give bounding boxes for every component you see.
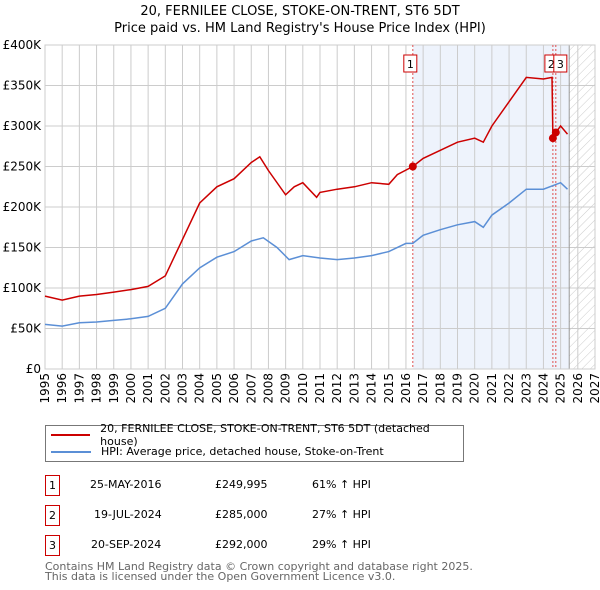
y-tick-label: £200K [3, 200, 43, 214]
x-tick-label: 2009 [279, 373, 293, 404]
chart-title: 20, FERNILEE CLOSE, STOKE-ON-TRENT, ST6 … [0, 3, 600, 37]
legend-label: HPI: Average price, detached house, Stok… [101, 445, 384, 458]
sale-badge: 2 [45, 505, 60, 526]
x-tick-label: 1999 [107, 373, 121, 404]
x-tick-label: 2027 [588, 373, 600, 404]
sale-hpi: 61% ↑ HPI [312, 478, 371, 491]
sale-hpi: 27% ↑ HPI [312, 508, 371, 521]
x-tick-label: 2026 [571, 373, 585, 404]
y-tick-label: £150K [3, 241, 43, 255]
sale-label-box [403, 54, 418, 73]
y-tick-label: £100K [3, 281, 43, 295]
sale-label: 1 [407, 58, 414, 71]
x-tick-label: 2020 [468, 373, 482, 404]
legend-item-hpi: HPI: Average price, detached house, Stok… [51, 443, 384, 460]
sale-label: 3 [557, 58, 564, 71]
series-line [44, 181, 569, 327]
x-tick-label: 1997 [72, 373, 86, 404]
copyright-text: Contains HM Land Registry data © Crown c… [45, 560, 473, 573]
series-line [44, 76, 569, 301]
sale-date: 19-JUL-2024 [94, 508, 162, 521]
x-tick-label: 2000 [124, 373, 138, 404]
x-tick-label: 2019 [451, 373, 465, 404]
legend-swatch [51, 433, 91, 436]
title: 20, FERNILEE CLOSE, STOKE-ON-TRENT, ST6 … [140, 4, 460, 19]
y-tick-label: £50K [10, 322, 42, 336]
legend: 20, FERNILEE CLOSE, STOKE-ON-TRENT, ST6 … [45, 422, 464, 462]
y-tick-label: £300K [3, 119, 43, 133]
x-tick-label: 2018 [433, 373, 447, 404]
x-tick-label: 2012 [330, 373, 344, 404]
x-tick-label: 2016 [399, 373, 413, 404]
legend-item-property: 20, FERNILEE CLOSE, STOKE-ON-TRENT, ST6 … [51, 422, 463, 448]
x-tick-label: 2002 [158, 373, 172, 404]
sale-price: £285,000 [215, 508, 268, 521]
sale-hpi: 29% ↑ HPI [312, 538, 371, 551]
x-tick-label: 2015 [382, 373, 396, 404]
x-tick-label: 1995 [38, 373, 52, 404]
subtitle: Price paid vs. HM Land Registry's House … [114, 21, 486, 36]
x-tick-label: 2022 [502, 373, 516, 404]
x-tick-label: 1996 [55, 373, 69, 404]
footer: Contains HM Land Registry data © Crown c… [45, 560, 473, 583]
x-tick-label: 2025 [554, 373, 568, 404]
sale-point [408, 162, 417, 171]
legend-swatch [51, 450, 91, 453]
x-tick-label: 2001 [141, 373, 155, 404]
x-tick-label: 2021 [485, 373, 499, 404]
y-tick-label: £250K [3, 160, 43, 174]
sale-date: 20-SEP-2024 [91, 538, 162, 551]
sale-price: £292,000 [215, 538, 268, 551]
x-tick-label: 2017 [416, 373, 430, 404]
sale-badge: 3 [45, 535, 60, 556]
x-tick-label: 2008 [261, 373, 275, 404]
y-tick-label: £350K [3, 79, 43, 93]
x-tick-label: 2013 [347, 373, 361, 404]
sale-date: 25-MAY-2016 [90, 478, 162, 491]
x-tick-label: 2010 [296, 373, 310, 404]
x-tick-label: 2024 [536, 373, 550, 404]
x-tick-label: 2005 [210, 373, 224, 404]
price-chart: 1995 1996 1997 1998 1999 2000 2001 2002 2003 2004… [3, 38, 600, 404]
x-tick-label: 2003 [176, 373, 190, 404]
licence-text: This data is licensed under the Open Gov… [45, 570, 396, 583]
legend-label: 20, FERNILEE CLOSE, STOKE-ON-TRENT, ST6 … [100, 421, 430, 448]
x-tick-label: 1998 [90, 373, 104, 404]
y-tick-label: £0 [26, 362, 41, 376]
x-tick-label: 2014 [365, 373, 379, 404]
x-tick-label: 2023 [519, 373, 533, 404]
sale-price: £249,995 [215, 478, 268, 491]
x-tick-label: 2004 [193, 373, 207, 404]
x-tick-label: 2011 [313, 373, 327, 404]
x-tick-label: 2006 [227, 373, 241, 404]
sale-label: 2 [548, 58, 555, 71]
y-tick-label: £400K [3, 38, 43, 52]
plot-frame [44, 44, 596, 370]
sale-point [551, 128, 560, 137]
sale-badge: 1 [45, 475, 60, 496]
sale-label-box [553, 54, 568, 73]
x-tick-label: 2007 [244, 373, 258, 404]
